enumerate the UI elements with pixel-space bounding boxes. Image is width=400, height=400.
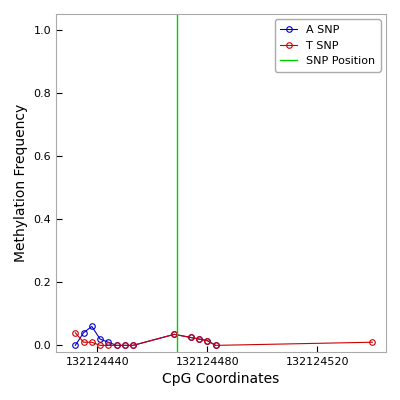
A SNP bbox=[197, 337, 202, 342]
Y-axis label: Methylation Frequency: Methylation Frequency bbox=[14, 104, 28, 262]
T SNP bbox=[131, 343, 136, 348]
A SNP bbox=[131, 343, 136, 348]
A SNP bbox=[73, 343, 78, 348]
A SNP bbox=[114, 343, 119, 348]
X-axis label: CpG Coordinates: CpG Coordinates bbox=[162, 372, 280, 386]
T SNP bbox=[197, 337, 202, 342]
Line: T SNP: T SNP bbox=[72, 330, 375, 348]
A SNP bbox=[90, 324, 94, 329]
A SNP bbox=[172, 332, 177, 337]
A SNP bbox=[213, 343, 218, 348]
T SNP bbox=[370, 340, 375, 345]
A SNP bbox=[98, 337, 102, 342]
A SNP bbox=[81, 330, 86, 335]
A SNP bbox=[205, 338, 210, 343]
T SNP bbox=[90, 340, 94, 345]
T SNP bbox=[114, 343, 119, 348]
T SNP bbox=[172, 332, 177, 337]
Line: A SNP: A SNP bbox=[72, 324, 218, 348]
T SNP bbox=[213, 343, 218, 348]
T SNP bbox=[98, 343, 102, 348]
T SNP bbox=[106, 343, 111, 348]
A SNP bbox=[106, 340, 111, 345]
Legend: A SNP, T SNP, SNP Position: A SNP, T SNP, SNP Position bbox=[275, 20, 380, 72]
A SNP bbox=[122, 343, 127, 348]
T SNP bbox=[73, 330, 78, 335]
A SNP bbox=[188, 335, 193, 340]
T SNP bbox=[188, 335, 193, 340]
T SNP bbox=[122, 343, 127, 348]
T SNP bbox=[81, 340, 86, 345]
T SNP bbox=[205, 338, 210, 343]
